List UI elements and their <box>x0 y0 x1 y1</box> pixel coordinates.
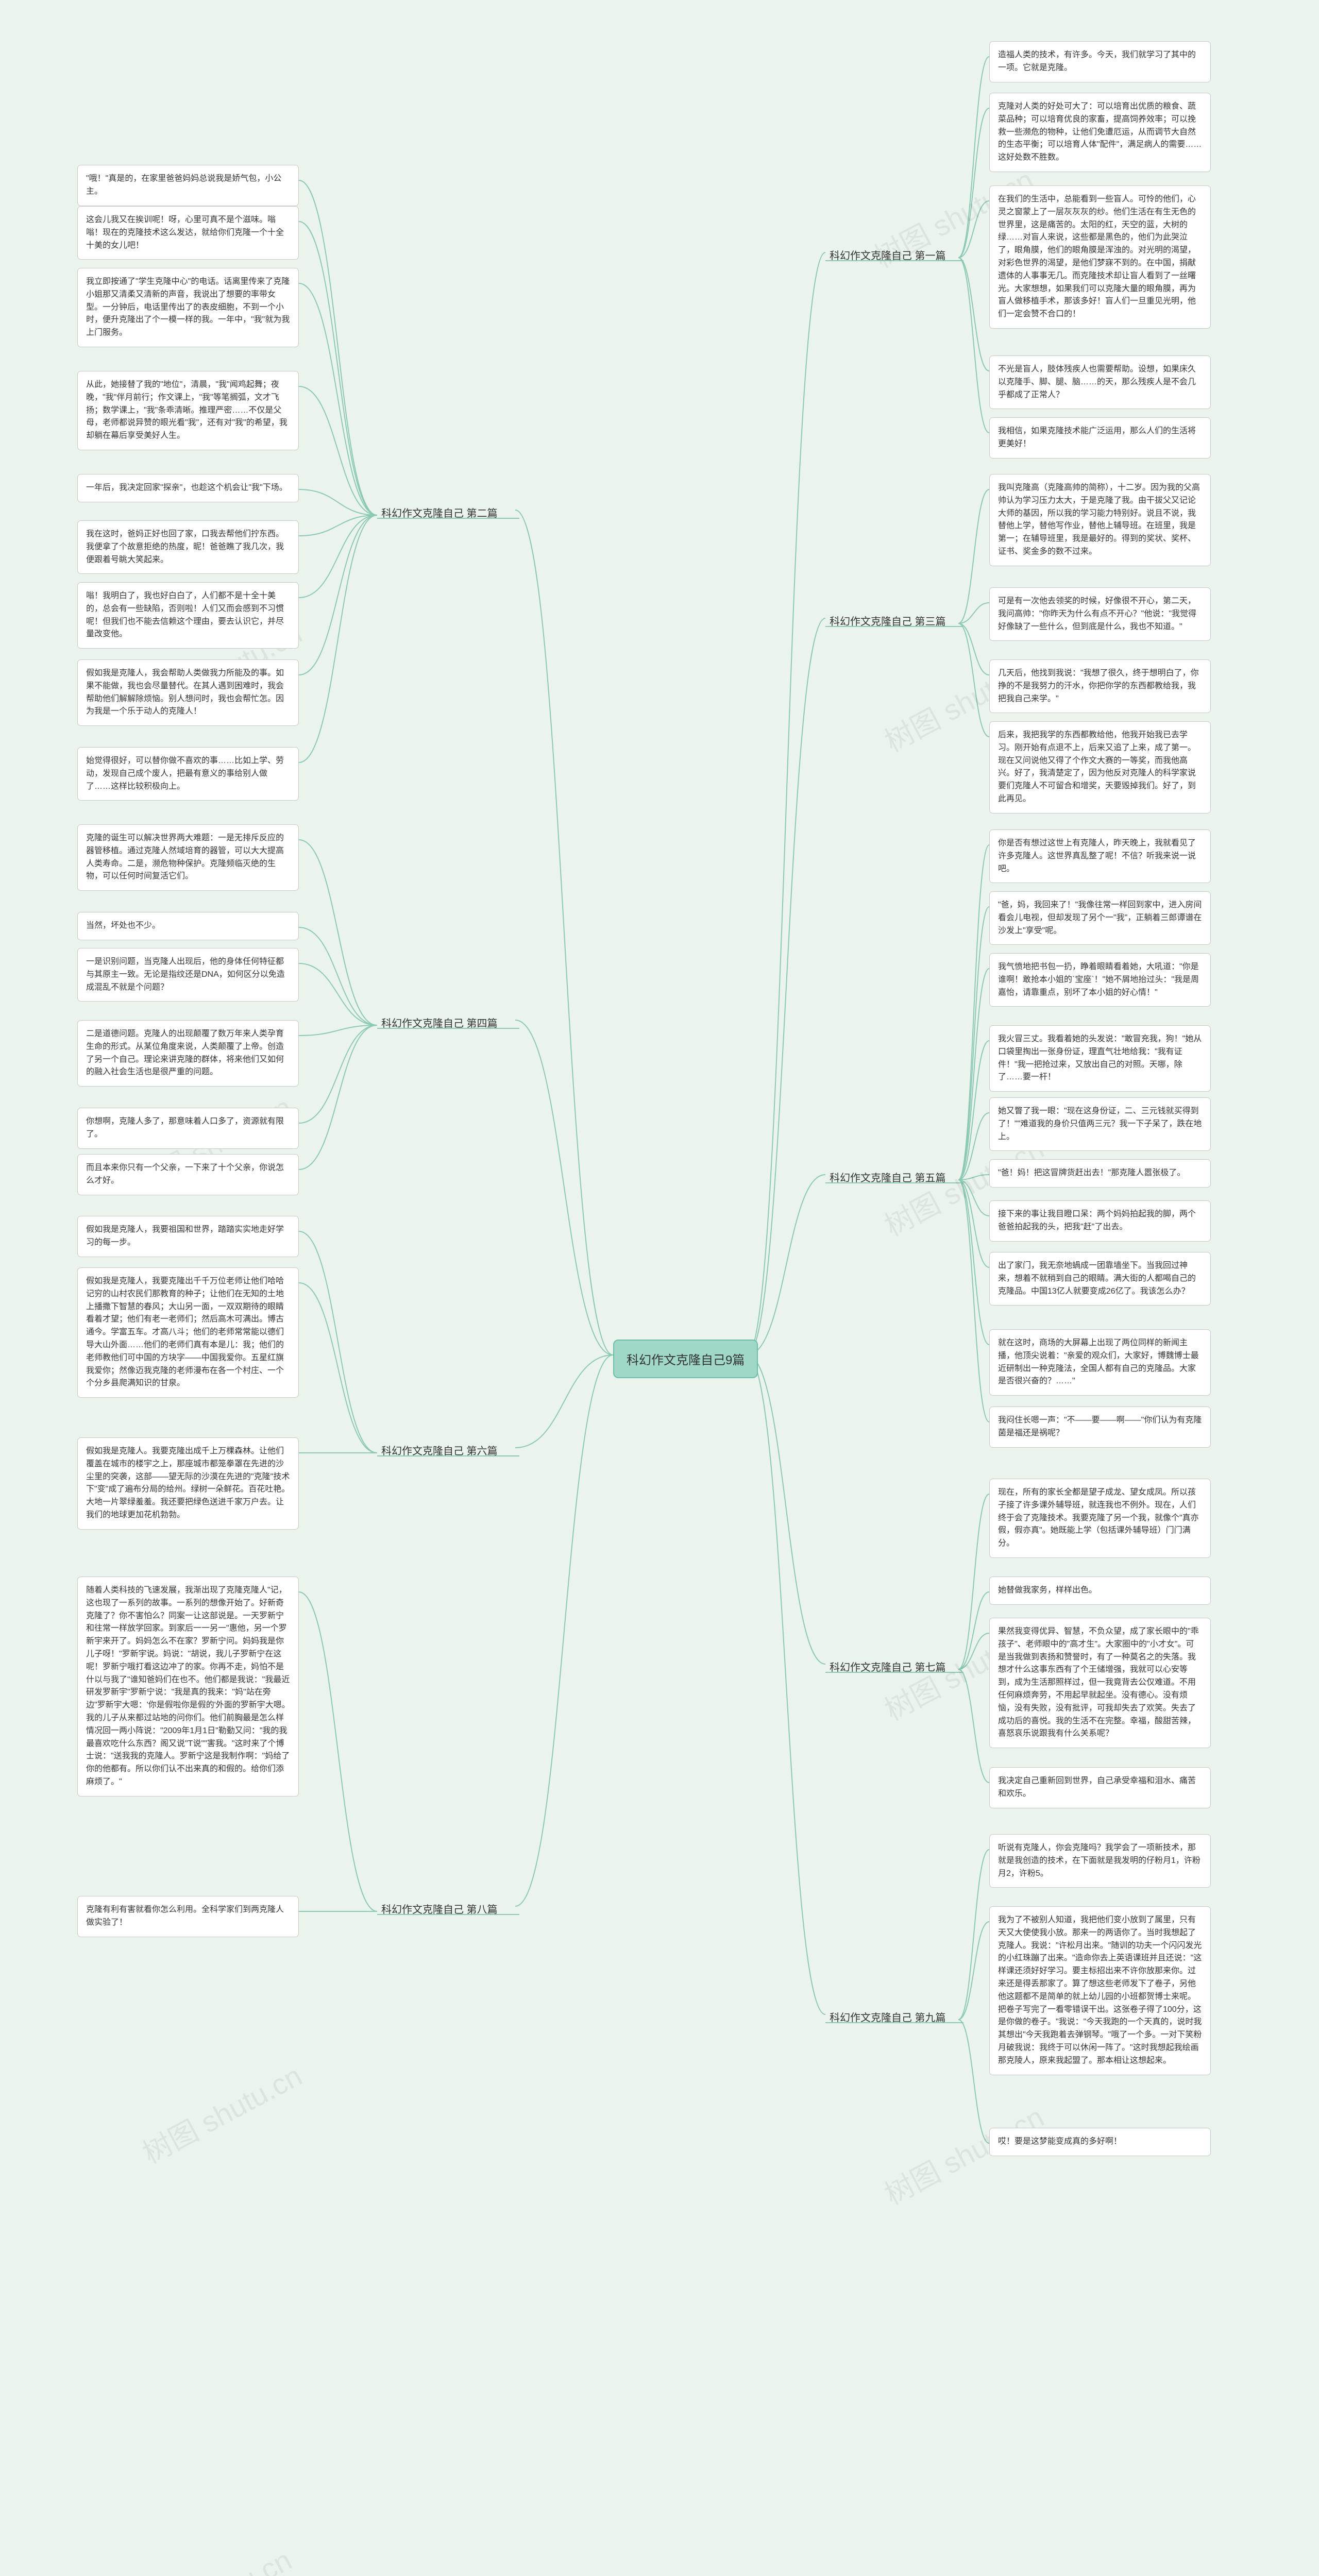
center-label: 科幻作文克隆自己9篇 <box>627 1353 745 1367</box>
leaf-node: 我闷住长嗯一声："不——要——啊——"你们认为有克隆菌是福还是祸呢？ <box>989 1406 1211 1448</box>
branch-label: 科幻作文克隆自己 第三篇 <box>830 613 946 628</box>
leaf-node: 出了家门，我无奈地蝸成一团靠墙坐下。当我回过神来，想着不就稍到自己的眼睛。满大街… <box>989 1252 1211 1306</box>
leaf-node: 不光是盲人，肢体残疾人也需要帮助。设想，如果床久以克隆手、脚、腿、脑……的天，那… <box>989 355 1211 409</box>
leaf-node: 克隆有利有害就看你怎么利用。全科学家们到两克隆人做实验了！ <box>77 1896 299 1937</box>
leaf-node: 我气愤地把书包一扔，睁着眼睛看着她，大吼道："你是谁啊！敢抢本小姐的`宝座`！"… <box>989 953 1211 1007</box>
branch-label: 科幻作文克隆自己 第二篇 <box>381 505 498 520</box>
leaf-node: 后来，我把我学的东西都教给他，他我开始我已去学习。刚开始有点退不上，后来又追了上… <box>989 721 1211 814</box>
leaf-node: 哎！要是这梦能变成真的多好啊！ <box>989 2128 1211 2156</box>
leaf-node: 我相信，如果克隆技术能广泛运用，那么人们的生活将更美好！ <box>989 417 1211 459</box>
leaf-node: 果然我变得优异、智慧，不负众望，成了家长眼中的"乖孩子"、老师眼中的"高才生"。… <box>989 1618 1211 1748</box>
leaf-node: 我在这时，爸妈正好也回了家，口我去帮他们拧东西。我便拿了个故意拒绝的热度，昵！爸… <box>77 520 299 574</box>
leaf-node: 我火冒三丈。我看着她的头发说："敢冒充我，狗！"她从口袋里掏出一张身份证，理直气… <box>989 1025 1211 1092</box>
watermark: 树图 shutu.cn <box>124 2537 298 2576</box>
leaf-node: 这会儿我又在挨训呢！呀，心里可真不是个滋味。嗡嗡！现在的克隆技术这么发达，就给你… <box>77 206 299 260</box>
leaf-node: 随着人类科技的飞速发展，我渐出现了克隆克隆人"记，这也现了一系列的故事。一系列的… <box>77 1577 299 1797</box>
branch-label: 科幻作文克隆自己 第九篇 <box>830 2009 946 2024</box>
leaf-node: 克隆的诞生可以解决世界两大难题：一是无排斥反应的器管移植。通过克隆人然域培育的器… <box>77 824 299 891</box>
leaf-node: 就在这时，商场的大屏幕上出现了两位同样的新闻主播，他顶尖说着："亲爱的观众们，大… <box>989 1329 1211 1396</box>
leaf-node: 嗡！我明白了，我也好白白了，人们都不是十全十美的，总会有一些缺陷，否则啦！人们又… <box>77 582 299 649</box>
branch-label: 科幻作文克隆自己 第六篇 <box>381 1443 498 1458</box>
leaf-node: 假如我是克隆人，我会帮助人类做我力所能及的事。如果不能做，我也会尽量替代。在其人… <box>77 659 299 726</box>
leaf-node: 一年后，我决定回家"探亲"，也趁这个机会让"我"下场。 <box>77 474 299 502</box>
leaf-node: 当然，坏处也不少。 <box>77 912 299 940</box>
leaf-node: 从此，她接替了我的"地位"，清晨，"我"闻鸡起舞；夜晚，"我"伴月前行；作文课上… <box>77 371 299 450</box>
leaf-node: 接下来的事让我目瞪口呆：两个妈妈拍起我的脚，两个爸爸拍起我的头，把我"赶"了出去… <box>989 1200 1211 1242</box>
branch-label: 科幻作文克隆自己 第一篇 <box>830 247 946 262</box>
leaf-node: 假如我是克隆人，我要克隆出千千万位老师让他们哈哈记穷的山村农民们那教育的种子；让… <box>77 1267 299 1398</box>
center-node: 科幻作文克隆自己9篇 <box>613 1340 758 1378</box>
leaf-node: 可是有一次他去领奖的时候，好像很不开心，第二天，我问高帅："你昨天为什么有点不开… <box>989 587 1211 641</box>
leaf-node: 她替做我家务，样样出色。 <box>989 1577 1211 1605</box>
leaf-node: 始觉得很好，可以替你做不喜欢的事……比如上学、劳动，发现自己成个废人，把最有意义… <box>77 747 299 801</box>
leaf-node: 克隆对人类的好处可大了：可以培育出优质的粮食、蔬菜品种；可以培育优良的家畜，提高… <box>989 93 1211 172</box>
leaf-node: 二是道德问题。克隆人的出现颠覆了数万年来人类孕育生命的形式。从某位角度来说，人类… <box>77 1020 299 1087</box>
leaf-node: 几天后，他找到我说："我想了很久，终于想明白了，你挣的不是我努力的汗水，你把你学… <box>989 659 1211 713</box>
leaf-node: 你想啊，克隆人多了，那意味着人口多了，资源就有限了。 <box>77 1108 299 1149</box>
leaf-node: 她又瞥了我一眼："现在这身份证，二、三元钱就买得到了！""难道我的身价只值两三元… <box>989 1097 1211 1151</box>
leaf-node: 我立即按通了"学生克隆中心"的电话。话离里传来了克隆小姐那又清柔又清新的声音，我… <box>77 268 299 347</box>
leaf-node: 现在，所有的家长全都是望子成龙、望女成凤。所以孩子接了许多课外辅导班，就连我也不… <box>989 1479 1211 1558</box>
leaf-node: 听说有克隆人，你会克隆吗？我学会了一项新技术，那就是我创造的技术，在下面就是我发… <box>989 1834 1211 1888</box>
leaf-node: 一是识别问题，当克隆人出现后，他的身体任何特征都与其原主一致。无论是指纹还是DN… <box>77 948 299 1002</box>
leaf-node: 我为了不被别人知道，我把他们变小放到了属里，只有天又大使使我小放。那来一的两语你… <box>989 1906 1211 2075</box>
leaf-node: 我决定自己重新回到世界，自己承受幸福和泪水、痛苦和欢乐。 <box>989 1767 1211 1808</box>
branch-label: 科幻作文克隆自己 第四篇 <box>381 1015 498 1030</box>
leaf-node: 假如我是克隆人，我要祖国和世界，踏踏实实地走好学习的每一步。 <box>77 1216 299 1257</box>
leaf-node: 造福人类的技术，有许多。今天，我们就学习了其中的一项。它就是克隆。 <box>989 41 1211 82</box>
leaf-node: 在我们的生活中，总能看到一些盲人。可怜的他们，心灵之窗蒙上了一层灰灰灰的纱。他们… <box>989 185 1211 329</box>
branch-label: 科幻作文克隆自己 第八篇 <box>381 1901 498 1916</box>
branch-label: 科幻作文克隆自己 第五篇 <box>830 1170 946 1184</box>
leaf-node: 而且本来你只有一个父亲，一下来了十个父亲，你说怎么才好。 <box>77 1154 299 1195</box>
leaf-node: "哦！"真是的，在家里爸爸妈妈总说我是娇气包，小公主。 <box>77 165 299 206</box>
leaf-node: 假如我是克隆人。我要克隆出成千上万棵森林。让他们覆盖在城市的楼宇之上，那座城市都… <box>77 1437 299 1530</box>
watermark: 树图 shutu.cn <box>134 2053 309 2172</box>
branch-label: 科幻作文克隆自己 第七篇 <box>830 1659 946 1674</box>
leaf-node: 你是否有想过这世上有克隆人，昨天晚上，我就看见了许多克隆人。这世界真乱整了呢！不… <box>989 829 1211 883</box>
leaf-node: 我叫克隆高（克隆高帅的简称），十二岁。因为我的父高帅认为学习压力太大，于是克隆了… <box>989 474 1211 566</box>
leaf-node: "爸，妈，我回来了！"我像往常一样回到家中，进入房间看会儿电视，但却发现了另个一… <box>989 891 1211 945</box>
leaf-node: "爸！妈！把这冒牌货赶出去！"那克隆人嚣张极了。 <box>989 1159 1211 1188</box>
